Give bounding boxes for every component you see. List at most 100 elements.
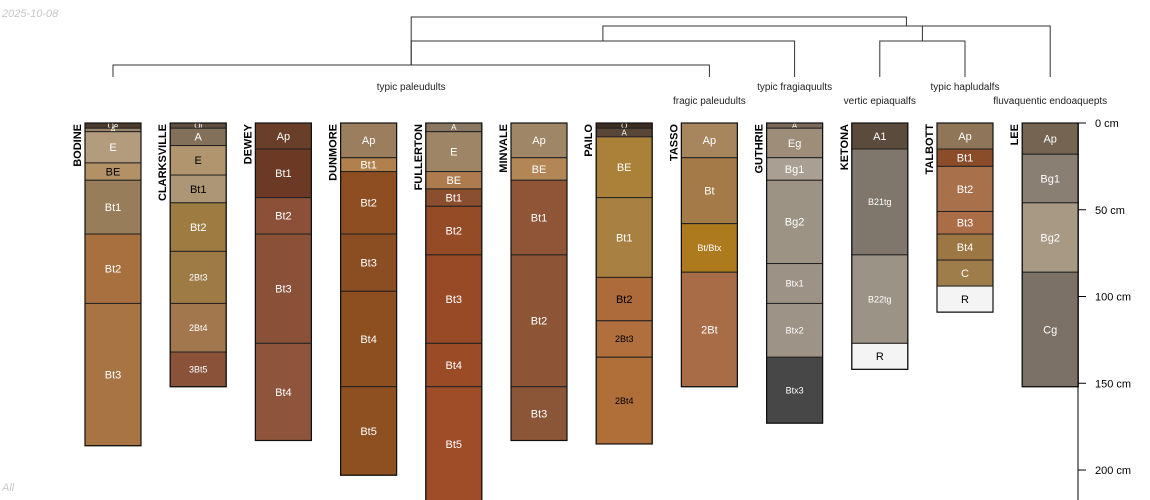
horizon-dunmore-bt5 bbox=[340, 386, 398, 476]
horizon-minvale-ap-label: Ap bbox=[532, 135, 545, 147]
group-label-typic-hapludalfs: typic hapludalfs bbox=[931, 82, 1000, 93]
dendrogram-merge-1 bbox=[112, 64, 710, 77]
horizon-bodine-bt2-label: Bt2 bbox=[105, 264, 122, 276]
horizon-ketona-a1 bbox=[851, 122, 909, 150]
horizon-guthrie-eg-label: Eg bbox=[788, 138, 801, 150]
profile-name-bodine: BODINE bbox=[72, 124, 84, 167]
profile-name-clarksville: CLARKSVILLE bbox=[157, 124, 169, 201]
profile-outline-minvale bbox=[510, 122, 568, 442]
horizon-tasso-bt-label: Bt bbox=[704, 186, 714, 198]
dendrogram-merge-4 bbox=[602, 25, 923, 41]
corner-label: All bbox=[2, 482, 15, 494]
horizon-bodine-be-label: BE bbox=[106, 166, 121, 178]
horizon-bodine-bt3 bbox=[84, 302, 142, 447]
depth-tick-label-50: 50 cm bbox=[1095, 205, 1125, 217]
profile-name-minvale: MINVALE bbox=[498, 124, 510, 173]
horizon-talbott-bt2-label: Bt2 bbox=[957, 184, 974, 196]
profile-fullerton: A E BE Bt1 Bt2 Bt3 Bt4 Bt5 FULLERTON bbox=[413, 122, 483, 500]
horizon-ketona-r-label: R bbox=[876, 351, 884, 363]
horizon-clarksville-2bt4 bbox=[169, 302, 227, 353]
horizon-talbott-ap-label: Ap bbox=[958, 131, 971, 143]
horizon-talbott-bt4-label: Bt4 bbox=[957, 242, 974, 254]
dendrogram bbox=[112, 16, 1051, 77]
horizon-fullerton-bt4 bbox=[425, 342, 483, 388]
horizon-talbott-ap bbox=[936, 122, 994, 150]
dendrogram-merge-2 bbox=[410, 40, 796, 77]
horizon-fullerton-e bbox=[425, 131, 483, 173]
profile-name-ketona: KETONA bbox=[839, 124, 851, 170]
horizon-lee-bg1-label: Bg1 bbox=[1040, 173, 1060, 185]
horizon-ketona-r bbox=[851, 342, 909, 370]
profile-dewey: Ap Bt1 Bt2 Bt3 Bt4 DEWEY bbox=[242, 122, 312, 442]
horizon-lee-cg bbox=[1021, 271, 1079, 388]
depth-tick-label-150: 150 cm bbox=[1095, 378, 1131, 390]
horizon-dewey-ap bbox=[254, 122, 312, 150]
horizon-guthrie-btx1 bbox=[766, 263, 824, 304]
horizon-pailo-a-label: A bbox=[622, 128, 628, 137]
group-label-typic-paleudults: typic paleudults bbox=[377, 82, 446, 93]
horizon-tasso-ap-label: Ap bbox=[703, 135, 716, 147]
horizon-clarksville-bt1 bbox=[169, 174, 227, 204]
profile-name-talbott: TALBOTT bbox=[924, 124, 936, 175]
horizon-dunmore-bt1-label: Bt1 bbox=[360, 159, 377, 171]
profile-minvale: Ap BE Bt1 Bt2 Bt3 MINVALE bbox=[498, 122, 568, 442]
profile-outline-fullerton bbox=[425, 122, 483, 500]
horizon-dewey-bt1-label: Bt1 bbox=[275, 168, 292, 180]
horizon-clarksville-2bt4-label: 2Bt4 bbox=[189, 323, 208, 333]
horizon-guthrie-a-label: A bbox=[792, 121, 798, 130]
horizon-talbott-bt1-label: Bt1 bbox=[957, 153, 974, 165]
profile-outline-guthrie bbox=[765, 122, 824, 424]
dendrogram-merge-5 bbox=[762, 25, 1051, 77]
horizon-pailo-bt2 bbox=[595, 276, 653, 322]
horizon-bodine-a-label: A bbox=[110, 126, 116, 135]
horizon-guthrie-bg2 bbox=[766, 179, 824, 265]
horizon-ketona-b22tg-label: B22tg bbox=[868, 294, 892, 304]
depth-tick-label-100: 100 cm bbox=[1095, 292, 1131, 304]
profile-outline-dunmore bbox=[340, 122, 398, 476]
profile-clarksville: Oi AE Bt1 Bt2 2Bt3 2Bt4 3Bt5 CLARKSVILLE bbox=[157, 121, 227, 388]
horizon-fullerton-a-label: A bbox=[451, 123, 457, 132]
horizon-pailo-2bt3-label: 2Bt3 bbox=[615, 334, 634, 344]
horizon-tasso-2bt-label: 2Bt bbox=[701, 324, 718, 336]
horizon-clarksville-e-label: E bbox=[195, 155, 202, 167]
horizon-dewey-bt4 bbox=[254, 342, 312, 442]
horizon-dunmore-bt5-label: Bt5 bbox=[360, 426, 377, 438]
depth-axis: 0 cm 50 cm 100 cm 150 cm 200 cm bbox=[1077, 118, 1131, 500]
horizon-ketona-b21tg-label: B21tg bbox=[868, 197, 892, 207]
profile-talbott: Ap Bt1 Bt2 Bt3 Bt4 C R TALBOTT bbox=[924, 122, 994, 313]
horizon-dewey-bt2-label: Bt2 bbox=[275, 211, 292, 223]
horizon-guthrie-bg2-label: Bg2 bbox=[785, 217, 805, 229]
horizon-guthrie-btx3-label: Btx3 bbox=[786, 385, 804, 395]
horizon-bodine-bt3-label: Bt3 bbox=[105, 369, 122, 381]
horizon-guthrie-bg1-label: Bg1 bbox=[785, 164, 805, 176]
horizon-dewey-bt3-label: Bt3 bbox=[275, 284, 292, 296]
profile-lee: Ap Bg1 Bg2 Cg LEE bbox=[1009, 122, 1079, 388]
profile-name-pailo: PAILO bbox=[583, 124, 595, 157]
horizon-dunmore-bt4-label: Bt4 bbox=[360, 334, 377, 346]
horizon-clarksville-oi-label: Oi bbox=[194, 121, 202, 130]
horizon-bodine-bt1 bbox=[84, 179, 142, 235]
profile-ketona: A1 B21tg B22tg R KETONA bbox=[839, 122, 909, 370]
profile-name-guthrie: GUTHRIE bbox=[754, 124, 766, 174]
horizon-lee-bg1 bbox=[1021, 153, 1079, 204]
group-label-fluvaquentic-endoaquepts: fluvaquentic endoaquepts bbox=[993, 96, 1107, 107]
horizon-talbott-c-label: C bbox=[961, 268, 969, 280]
horizon-fullerton-bt5 bbox=[425, 386, 483, 500]
profile-outline-pailo bbox=[595, 122, 653, 445]
horizon-clarksville-2bt3-label: 2Bt3 bbox=[189, 273, 208, 283]
horizon-fullerton-bt1-label: Bt1 bbox=[446, 192, 463, 204]
horizon-ketona-b21tg bbox=[851, 148, 909, 256]
horizon-minvale-bt1 bbox=[510, 179, 568, 256]
profile-name-tasso: TASSO bbox=[668, 124, 680, 162]
horizon-talbott-bt2 bbox=[936, 165, 994, 212]
horizon-dewey-ap-label: Ap bbox=[277, 131, 290, 143]
horizon-pailo-o-label: O bbox=[621, 121, 627, 130]
horizon-guthrie-btx2 bbox=[766, 302, 824, 358]
horizon-dewey-bt3 bbox=[254, 233, 312, 344]
horizon-pailo-bt1-label: Bt1 bbox=[616, 232, 633, 244]
horizon-lee-bg2-label: Bg2 bbox=[1040, 232, 1060, 244]
horizon-guthrie-btx1-label: Btx1 bbox=[786, 279, 804, 289]
